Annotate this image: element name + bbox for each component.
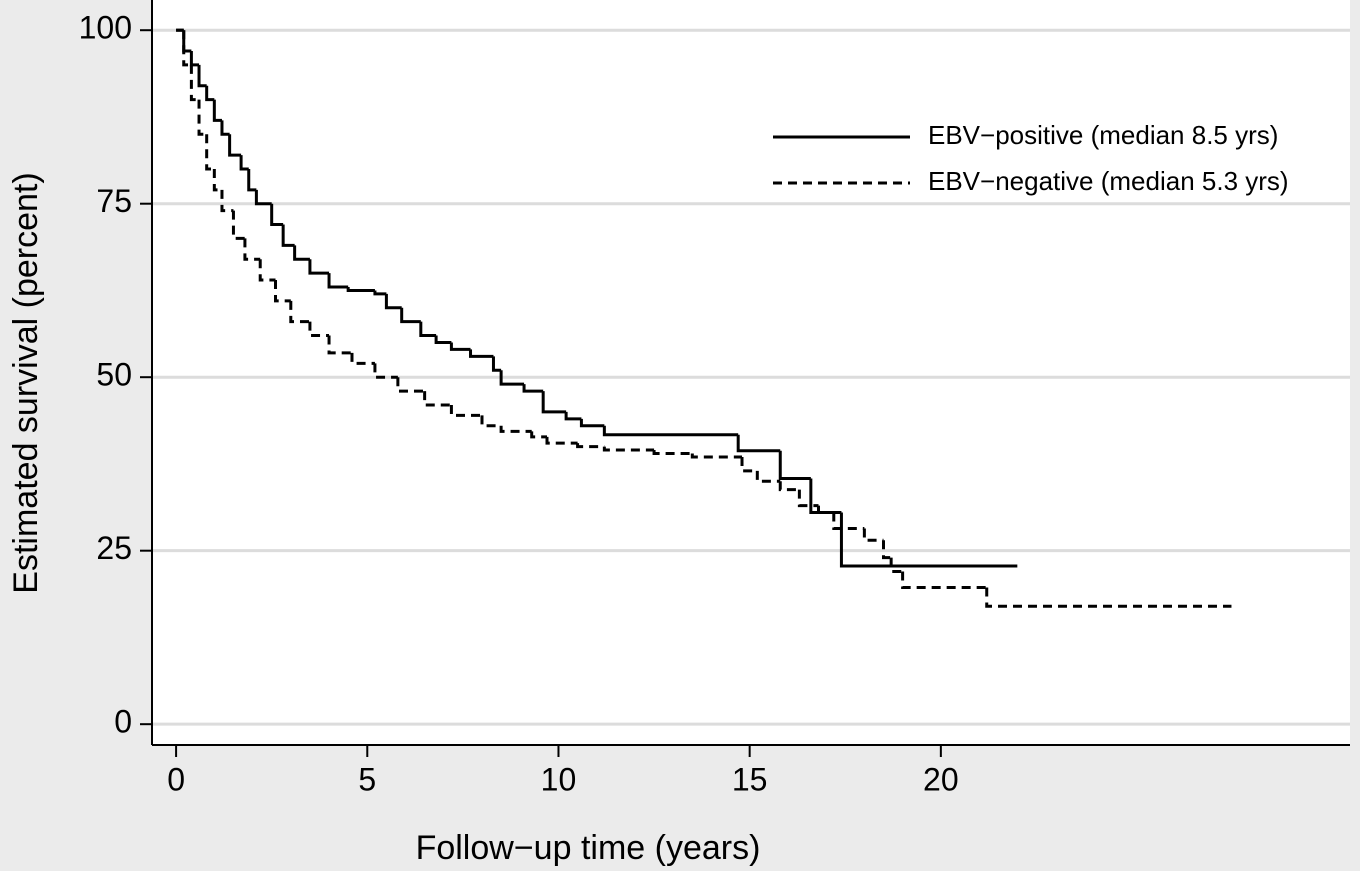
- survival-step: [220, 120, 230, 136]
- survival-step: [862, 528, 884, 542]
- survival-step: [258, 259, 276, 282]
- survival-step: [400, 307, 421, 324]
- survival-step: [449, 404, 482, 417]
- survival-step: [530, 431, 547, 439]
- survival-step: [832, 512, 865, 530]
- survival-step: [327, 273, 349, 289]
- survival-step: [189, 64, 200, 102]
- survival-step: [308, 259, 330, 275]
- survival-step: [212, 169, 222, 192]
- survival-step: [228, 134, 242, 157]
- survival-step: [652, 450, 693, 456]
- survival-step: [499, 425, 532, 433]
- survival-step: [499, 370, 525, 386]
- survival-step: [373, 290, 387, 296]
- survival-step: [247, 169, 257, 192]
- plot-area: [152, 0, 1350, 745]
- y-axis-label: Estimated survival (percent): [7, 172, 45, 593]
- survival-step: [579, 418, 605, 428]
- x-tick-label: 15: [732, 761, 768, 797]
- survival-step: [480, 415, 502, 428]
- survival-step: [755, 470, 781, 483]
- survival-step: [740, 457, 758, 473]
- survival-step: [901, 571, 987, 589]
- survival-step: [522, 384, 544, 393]
- survival-step: [736, 434, 781, 453]
- survival-step: [205, 134, 215, 171]
- y-tick-label: 0: [114, 704, 132, 740]
- survival-step: [839, 512, 1018, 568]
- survival-step: [881, 540, 892, 560]
- survival-step: [423, 391, 452, 407]
- survival-step: [602, 446, 655, 452]
- survival-step: [469, 349, 494, 358]
- survival-step: [778, 450, 811, 481]
- survival-step: [254, 189, 272, 206]
- survival-step: [778, 481, 800, 492]
- survival-step: [182, 30, 192, 67]
- survival-step: [576, 443, 605, 449]
- x-tick-label: 0: [167, 761, 185, 797]
- survival-step: [327, 335, 352, 355]
- y-tick-label: 25: [96, 530, 132, 566]
- survival-step: [281, 224, 295, 247]
- x-tick-label: 10: [541, 761, 577, 797]
- survival-step: [396, 377, 425, 393]
- survival-step: [270, 203, 284, 227]
- survival-step: [293, 245, 310, 261]
- survival-step: [564, 411, 582, 421]
- survival-step: [212, 99, 222, 122]
- survival-step: [797, 489, 819, 508]
- survival-step: [189, 51, 200, 67]
- survival-step: [419, 321, 437, 338]
- survival-step: [889, 557, 903, 574]
- x-axis-label: Follow−up time (years): [416, 829, 761, 867]
- survival-step: [289, 300, 310, 324]
- x-tick-label: 20: [923, 761, 959, 797]
- survival-step: [205, 85, 215, 102]
- survival-step: [545, 436, 578, 445]
- survival-step: [491, 356, 502, 372]
- legend-label: EBV−negative (median 5.3 yrs): [928, 166, 1289, 196]
- survival-step: [346, 286, 375, 292]
- survival-step: [243, 238, 261, 261]
- survival-step: [274, 280, 291, 303]
- survival-step: [231, 210, 245, 240]
- survival-step: [220, 189, 234, 213]
- y-tick-label: 100: [79, 10, 132, 46]
- survival-step: [816, 505, 834, 515]
- survival-step: [308, 321, 330, 338]
- survival-step: [350, 352, 375, 365]
- legend-label: EBV−positive (median 8.5 yrs): [928, 120, 1278, 150]
- survival-step: [384, 293, 402, 310]
- y-tick-label: 50: [96, 357, 132, 393]
- survival-step: [197, 99, 207, 136]
- y-tick-label: 75: [96, 183, 132, 219]
- survival-step: [239, 155, 249, 171]
- survival-step: [434, 335, 452, 344]
- survival-step: [197, 64, 207, 88]
- x-tick-label: 5: [358, 761, 376, 797]
- survival-step: [541, 391, 567, 414]
- survival-step: [449, 342, 471, 351]
- survival-step: [690, 453, 743, 459]
- survival-step: [985, 587, 1232, 608]
- survival-step: [602, 425, 739, 437]
- survival-step: [373, 363, 398, 379]
